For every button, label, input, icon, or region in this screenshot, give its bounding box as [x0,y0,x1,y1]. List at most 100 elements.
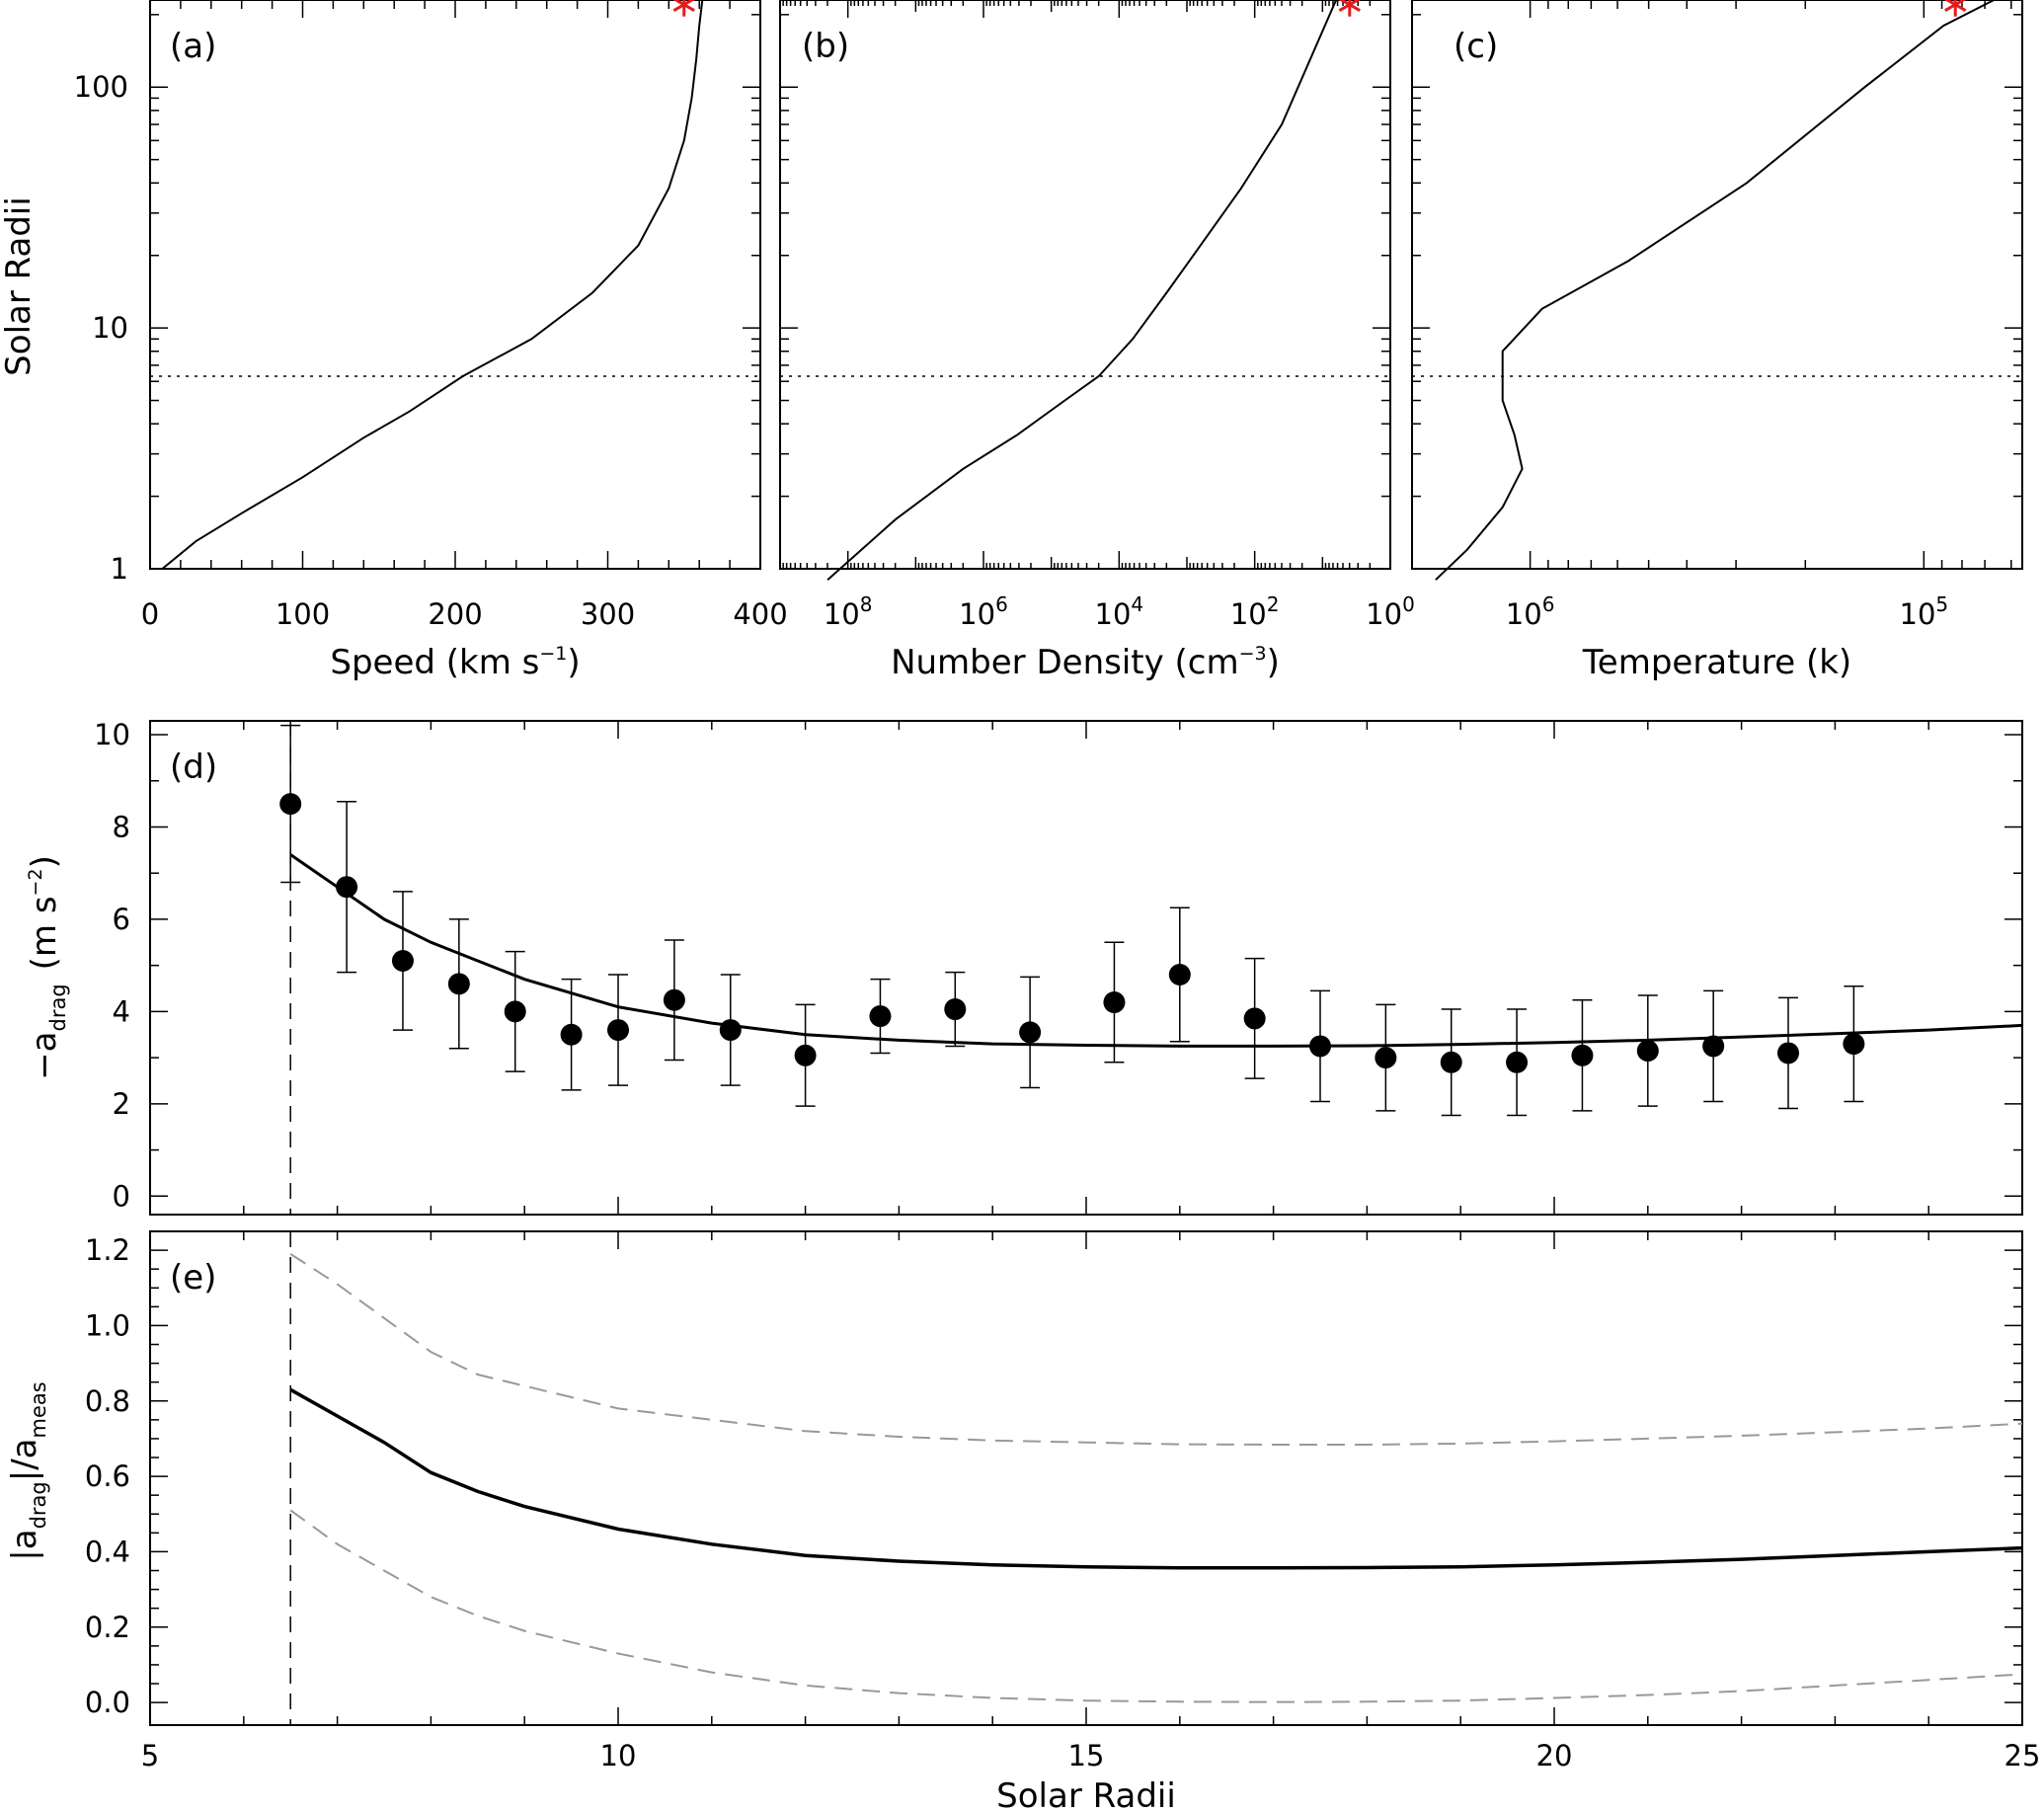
panel-d-data-point [504,1000,526,1023]
panel-e-xtick-label: 15 [1068,1739,1105,1773]
panel-d-ytick-label: 8 [113,810,130,843]
panel-b-frame [779,0,1391,570]
panel-e-frame [149,1230,2023,1726]
panel-d-data-point [1375,1047,1397,1069]
panel-d-data-point [869,1005,892,1028]
panel-c-xlabel: Temperature (k) [1582,643,1851,682]
panel-a-xtick-label: 0 [141,597,159,631]
panel-b-xtick-label: 108 [824,592,873,631]
panel-c-xtick-label: 105 [1900,592,1949,631]
panel-d-data-point [719,1019,742,1042]
panel-a-xtick-label: 400 [733,597,787,631]
panel-b-xlabel-end: ) [1267,643,1280,682]
panel-d-data-point [1440,1051,1462,1073]
panel-b-xtick-label: 102 [1230,592,1280,631]
panel-b-xtick-label: 104 [1095,592,1144,631]
panel-d-data-point [607,1019,629,1042]
panel-a-xtick-label: 300 [581,597,635,631]
panel-a-xlabel-main: Speed (km s [330,643,539,682]
panel-b-marker-stroke [1338,0,1361,13]
panel-e-ylabel-sub1: drag [27,1481,50,1529]
panel-d-ylabel: −adrag (m s−2) [25,855,70,1080]
panel-e-ylabel-sub2: meas [27,1381,50,1438]
panel-e-ytick-label: 1.0 [85,1308,130,1342]
panel-a-ytick-label: 1 [111,552,128,586]
panel-d-ytick-label: 10 [94,718,130,751]
panel-e-upper-line [289,1253,2023,1446]
panel-d-data-point [560,1023,583,1046]
panel-d-data-point [279,793,302,816]
panel-e-xlabel: Solar Radii [996,1776,1176,1812]
panel-d-label: (d) [170,748,217,787]
panel-c-label: (c) [1454,27,1498,66]
panel-d-model-curve [289,853,2023,1048]
panel-d-data-point [1103,991,1126,1014]
panel-d-data-point [1636,1040,1659,1063]
panel-e-xtick-label: 25 [2005,1739,2041,1773]
panel-a-xtick-label: 200 [428,597,482,631]
panel-d-ylabel-main: −a [25,1032,64,1080]
panel-e-xtick-label: 5 [141,1739,159,1773]
panel-d-data-point [1019,1021,1042,1044]
panel-e-ylabel-main: |a [5,1529,44,1560]
panel-d-data-point [447,973,470,995]
panel-e-ytick-label: 0.8 [85,1384,130,1418]
panel-b-xlabel-sup: −3 [1239,643,1267,665]
panel-a-xlabel-end: ) [567,643,580,682]
panel-d-data-point [1243,1007,1266,1030]
panel-e-ylabel: |adrag|/ameas [5,1381,50,1560]
panel-e-lower-line [289,1509,2023,1703]
panel-d-data-point [1168,964,1191,986]
panel-a-frame [149,0,761,570]
panel-a-ylabel: Solar Radii [0,197,39,376]
panel-a-ytick-label: 10 [92,311,128,345]
panel-e-ytick-label: 1.2 [85,1233,130,1267]
panel-b-label: (b) [802,27,849,66]
panel-d-data-point [794,1044,817,1066]
panel-e-xtick-label: 10 [600,1739,637,1773]
panel-e-ytick-label: 0.6 [85,1459,130,1493]
panel-a-ytick-label: 100 [74,70,128,104]
panel-c-xtick-label: 106 [1506,592,1555,631]
panel-d-ylabel-end: ) [25,855,64,868]
panel-c-temperature-curve [1435,0,1997,581]
panel-d-frame [149,720,2023,1216]
panel-e-ytick-label: 0.0 [85,1686,130,1719]
panel-a-speed-curve [161,0,704,570]
panel-d-data-point [1843,1033,1865,1056]
panel-a-xlabel-sup: −1 [539,643,567,665]
panel-b-density-curve [826,0,1338,581]
panel-e-ytick-label: 0.4 [85,1535,130,1568]
panel-d-data-point [1506,1051,1529,1073]
panel-d-ytick-label: 6 [113,903,130,936]
panel-d-data-point [944,998,967,1021]
panel-a-label: (a) [170,27,216,66]
panel-e-ratio-line [289,1387,2023,1570]
panel-e-ylabel-mid: |/a [5,1438,44,1481]
panel-b-xtick-label: 100 [1366,592,1415,631]
panel-d-data-point [1571,1044,1594,1066]
panel-b-xlabel-main: Number Density (cm [891,643,1239,682]
panel-d-ytick-label: 0 [113,1179,130,1213]
panel-d-ytick-label: 4 [113,994,130,1028]
panel-e-ytick-label: 0.2 [85,1611,130,1644]
panel-a-xtick-label: 100 [275,597,330,631]
panel-a-xlabel: Speed (km s−1) [330,643,580,682]
panel-b-xtick-label: 106 [959,592,1008,631]
panel-e-label: (e) [170,1258,216,1298]
panel-d-ylabel-sub: drag [46,984,70,1031]
panel-e-xtick-label: 20 [1536,1739,1573,1773]
panel-d-data-point [1702,1035,1725,1058]
panel-c-frame [1411,0,2023,570]
panel-d-data-point [1309,1035,1331,1058]
panel-b-xlabel: Number Density (cm−3) [891,643,1280,682]
panel-d-ytick-label: 2 [113,1087,130,1121]
panel-a-marker-stroke [672,0,695,13]
panel-d-data-point [336,876,358,899]
panel-d-ylabel-sup: −2 [25,868,46,896]
panel-c-marker-stroke [1944,0,1967,13]
panel-d-data-point [663,988,685,1011]
panel-d-data-point [391,949,414,972]
